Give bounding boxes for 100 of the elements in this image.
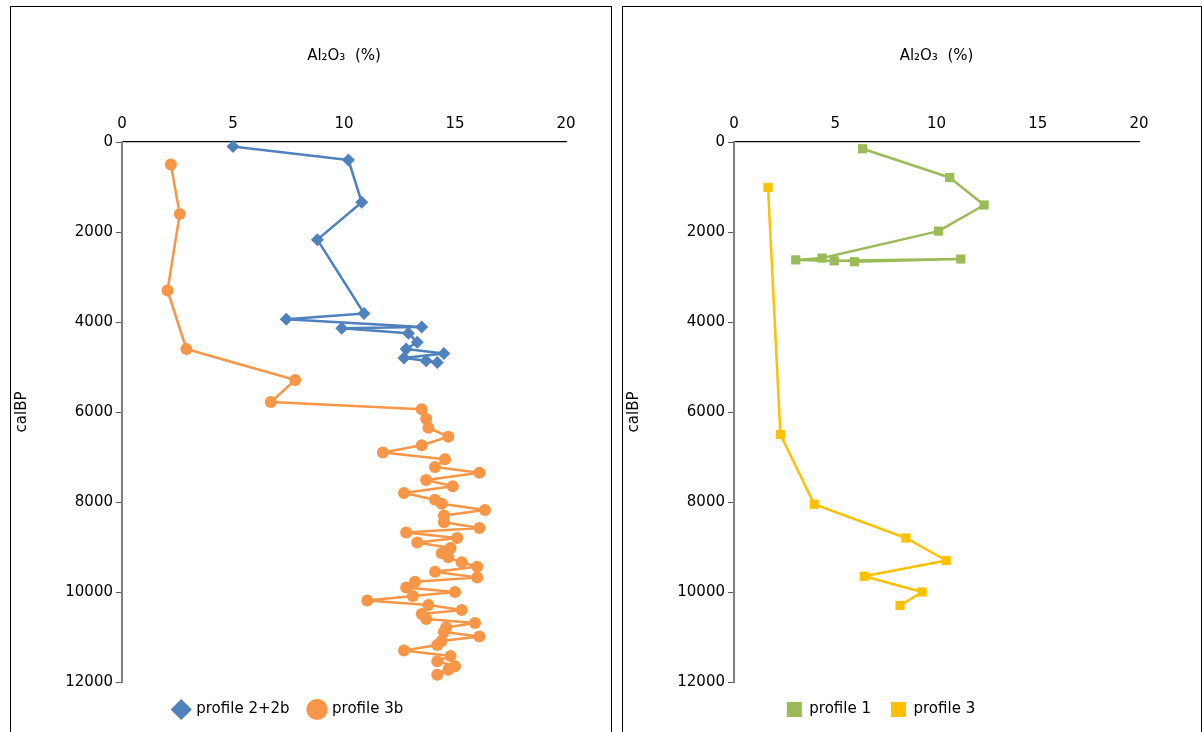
- point: [471, 571, 484, 584]
- point: [439, 453, 452, 466]
- point: [341, 153, 355, 167]
- point: [956, 254, 966, 264]
- point: [422, 421, 435, 434]
- point: [478, 504, 491, 517]
- point: [411, 536, 424, 549]
- point: [419, 354, 433, 368]
- point: [941, 555, 951, 566]
- point: [895, 600, 905, 611]
- point: [901, 533, 911, 543]
- point: [400, 526, 413, 539]
- y-tick-label: 8000: [686, 491, 725, 510]
- y-tick-label: 2000: [74, 221, 113, 240]
- point: [430, 356, 444, 369]
- point: [406, 590, 419, 603]
- point: [444, 649, 457, 662]
- point: [397, 351, 411, 365]
- point: [442, 430, 455, 443]
- x-tick-label: 0: [729, 113, 739, 132]
- point: [310, 233, 324, 247]
- point: [173, 208, 186, 220]
- y-tick-label: 8000: [74, 491, 113, 510]
- point: [397, 487, 410, 499]
- x-tick-label: 10: [334, 113, 354, 132]
- y-tick-label: 0: [103, 131, 113, 150]
- point: [355, 195, 369, 209]
- point: [289, 374, 302, 387]
- point: [979, 200, 989, 210]
- legend-label: profile 3b: [332, 699, 404, 718]
- point: [361, 594, 374, 607]
- x-tick-label: 15: [1028, 113, 1048, 132]
- point: [435, 497, 448, 510]
- point: [161, 284, 174, 297]
- x-tick-label: 5: [830, 113, 841, 132]
- y-tick-label: 10000: [65, 581, 113, 600]
- point: [437, 347, 451, 360]
- x-tick-label: 15: [445, 113, 465, 132]
- point: [809, 499, 819, 509]
- point: [468, 617, 481, 630]
- y-axis-title: calBP: [623, 391, 642, 433]
- y-tick-label: 0: [715, 131, 725, 150]
- point: [397, 644, 410, 657]
- y-axis-title: calBP: [11, 391, 30, 433]
- point: [164, 158, 177, 171]
- y-tick-label: 2000: [686, 221, 725, 240]
- y-tick-label: 4000: [686, 311, 725, 330]
- point: [429, 565, 442, 578]
- point: [420, 613, 433, 625]
- point: [400, 581, 413, 594]
- point: [451, 532, 464, 544]
- x-tick-label: 10: [926, 113, 947, 132]
- x-axis-title: Al₂O₃ (%): [899, 45, 974, 64]
- point: [409, 575, 422, 588]
- x-tick-label: 20: [556, 113, 576, 132]
- y-tick-label: 4000: [74, 311, 113, 330]
- point: [376, 446, 389, 459]
- y-tick-label: 6000: [74, 401, 113, 420]
- point: [446, 480, 459, 493]
- point: [415, 320, 429, 334]
- point: [264, 396, 277, 409]
- point: [399, 342, 413, 356]
- point: [473, 630, 486, 643]
- point: [357, 306, 371, 320]
- point: [401, 326, 415, 340]
- point: [226, 140, 240, 153]
- x-axis-title: Al₂O₃ (%): [307, 45, 381, 64]
- point: [933, 226, 944, 236]
- point: [917, 587, 927, 597]
- point: [449, 586, 461, 598]
- legend-label: profile 3: [913, 699, 976, 718]
- legend-label: profile 1: [809, 699, 872, 718]
- point: [849, 257, 860, 267]
- point: [775, 429, 785, 440]
- point: [429, 460, 442, 473]
- point: [180, 343, 193, 355]
- point: [791, 255, 801, 265]
- point: [431, 639, 444, 652]
- point: [455, 556, 468, 569]
- point: [455, 604, 468, 616]
- point: [471, 560, 484, 573]
- point: [473, 466, 486, 479]
- point: [279, 312, 293, 326]
- point: [442, 663, 455, 676]
- point: [431, 668, 444, 681]
- point: [415, 439, 428, 452]
- x-tick-label: 5: [228, 113, 238, 132]
- point: [422, 599, 435, 612]
- y-tick-label: 6000: [686, 401, 725, 420]
- x-tick-label: 0: [117, 113, 127, 132]
- point: [415, 403, 428, 416]
- point: [473, 522, 486, 535]
- y-tick-label: 10000: [677, 581, 725, 600]
- x-tick-label: 20: [1129, 113, 1149, 132]
- legend-label: profile 2+2b: [196, 699, 290, 718]
- point: [420, 473, 433, 486]
- point: [335, 321, 349, 335]
- y-tick-label: 12000: [65, 671, 113, 690]
- point: [817, 253, 827, 263]
- point: [945, 172, 955, 183]
